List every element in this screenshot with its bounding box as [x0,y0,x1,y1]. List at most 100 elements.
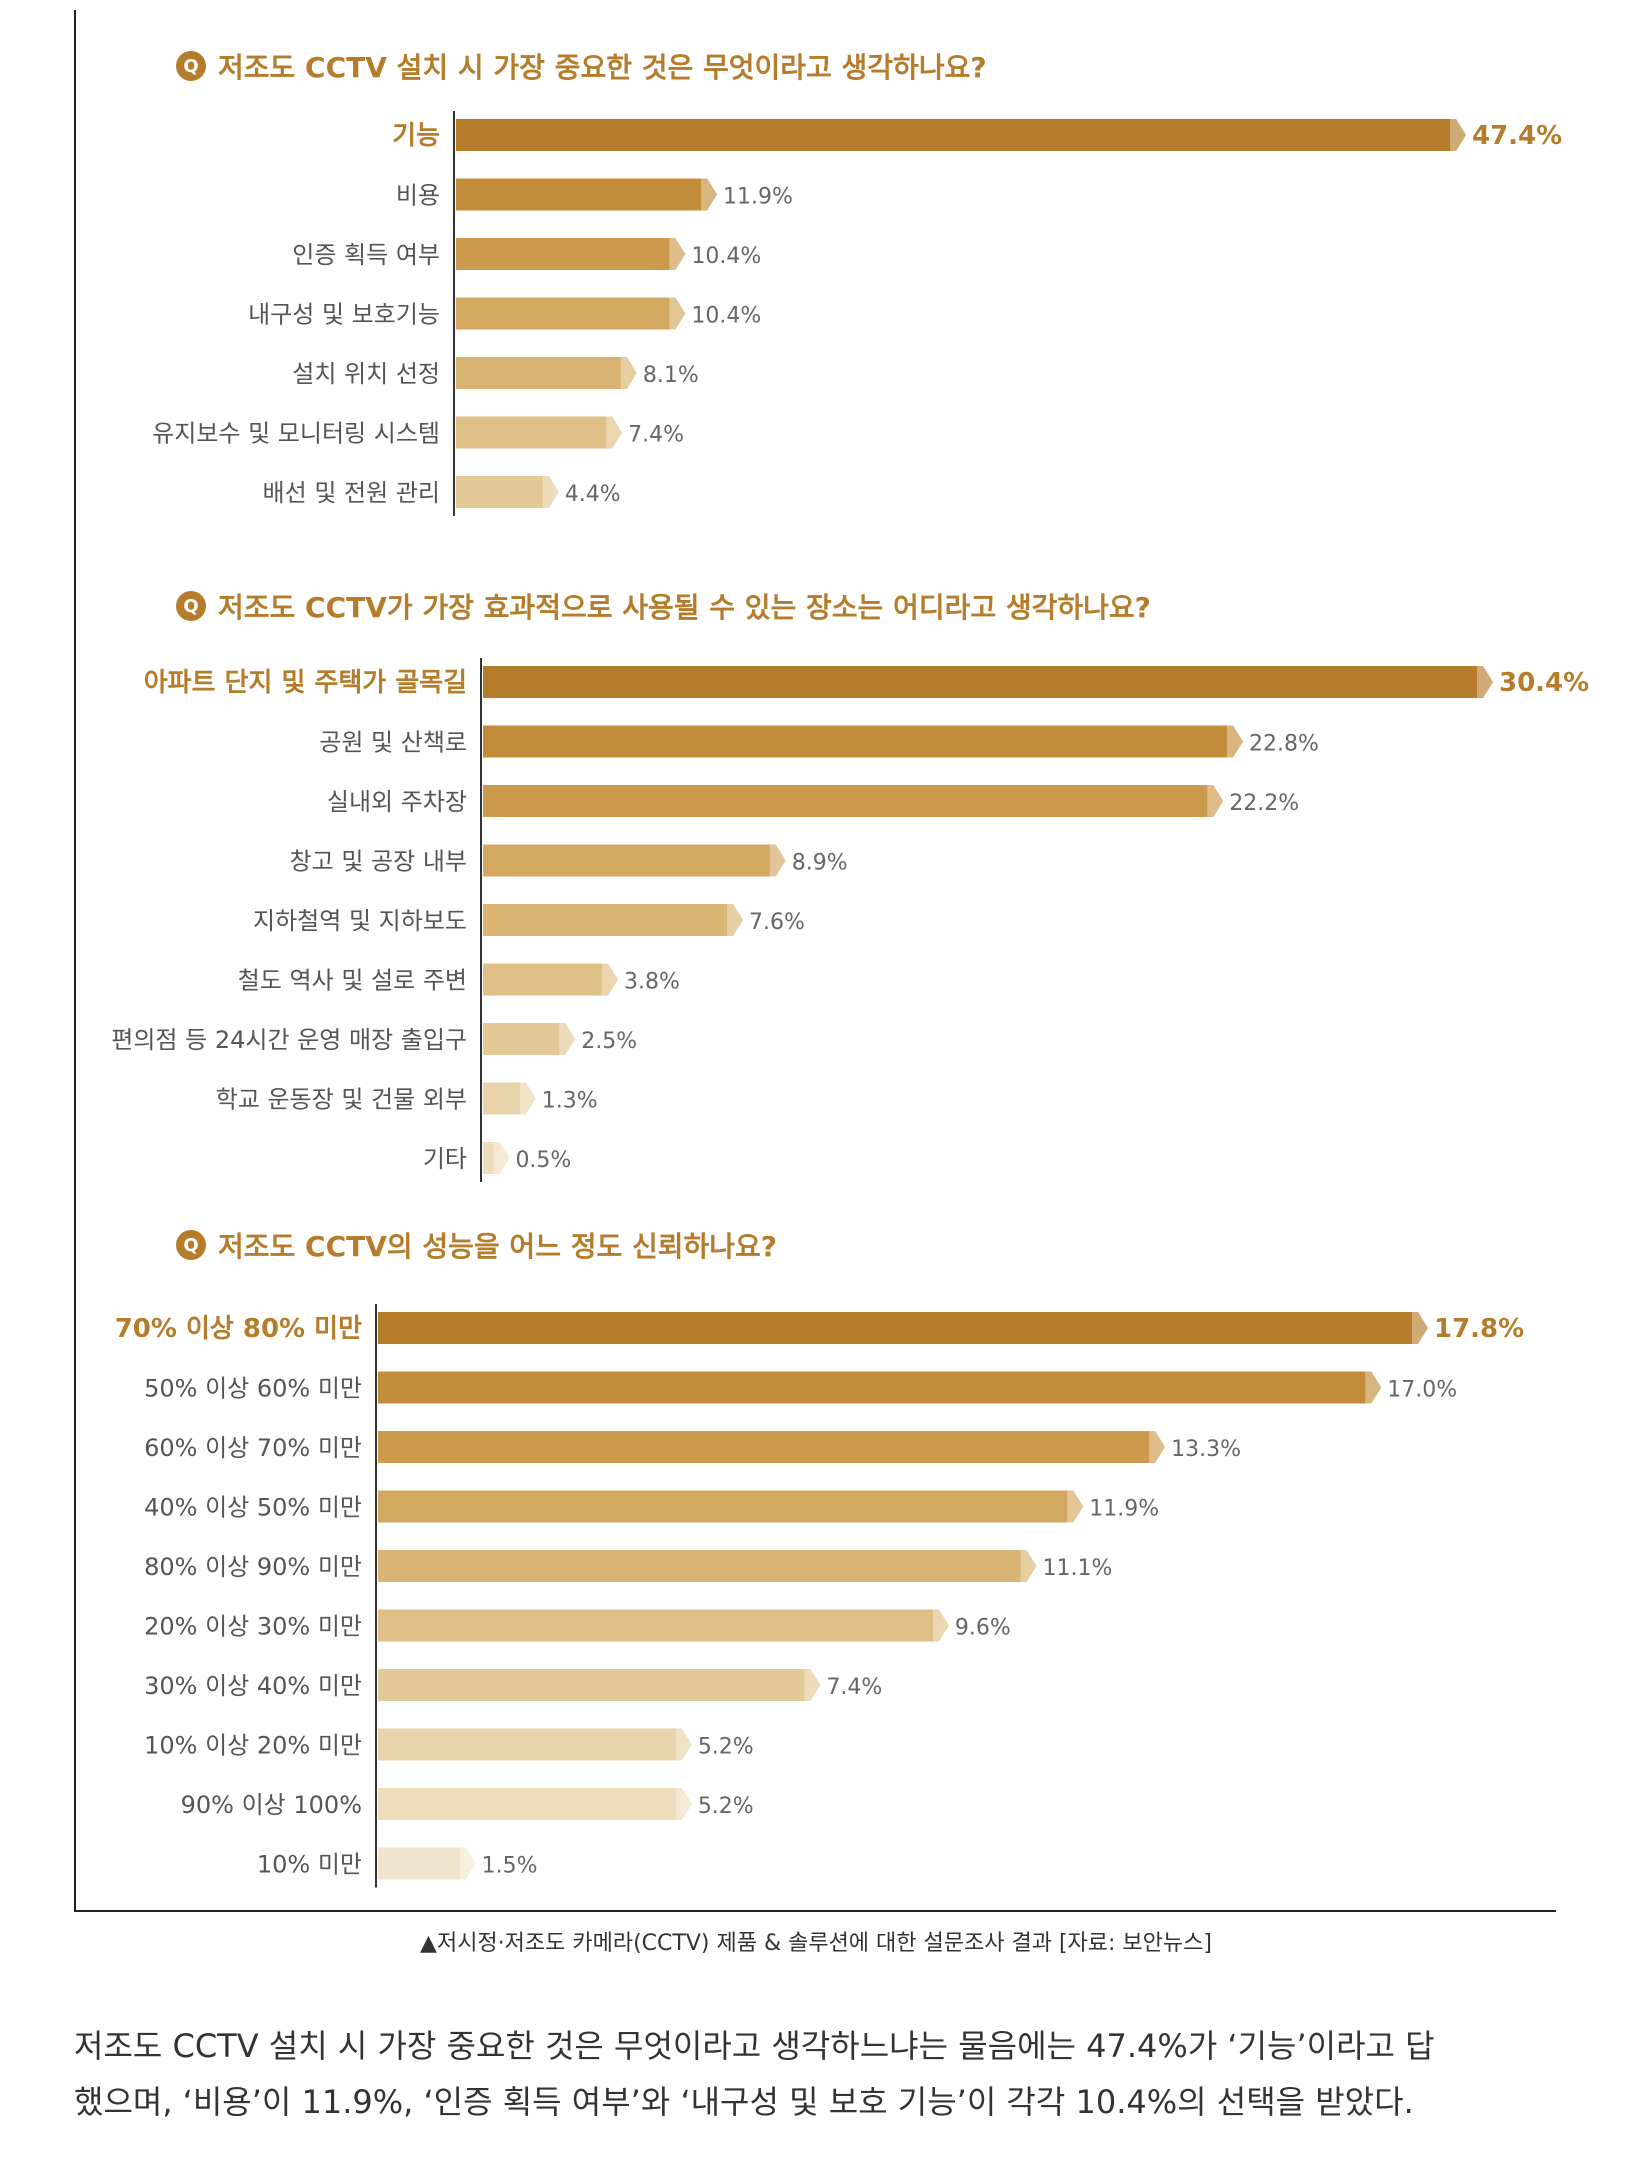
chart-1-bar [456,178,718,211]
chart-3-bar-tip [675,1728,692,1761]
chart-3-bar-tip [1149,1431,1166,1463]
chart-2-bar [483,1142,510,1174]
bar-chart-3: 70% 이상 80% 미만 17.8% 50% 이상 60% 미만 17.0% 60% … [115,1304,1524,1888]
chart-2-bar [483,904,743,936]
article-line-1: 저조도 CCTV 설치 시 가장 중요한 것은 무엇이라고 생각하느냐는 물음에… [74,2027,1435,2065]
chart-2-value-label: 1.3% [542,1089,598,1114]
chart-3-bar [378,1609,949,1642]
chart-2-bar-tip [602,963,618,996]
chart-1-bar [456,238,686,270]
chart-3-category-label: 80% 이상 90% 미만 [144,1553,362,1581]
chart-2-category-label: 학교 운동장 및 건물 외부 [216,1086,467,1114]
article-line-2: 했으며, ‘비용’이 11.9%, ‘인증 획득 여부’와 ‘내구성 및 보호 … [74,2083,1414,2121]
chart-2-bar-tip [1227,725,1243,758]
chart-1-category-label: 비용 [396,182,440,210]
chart-3-category-label: 50% 이상 60% 미만 [144,1375,362,1403]
chart-2-value-label: 8.9% [792,851,848,876]
chart-1-title-text: 저조도 CCTV 설치 시 가장 중요한 것은 무엇이라고 생각하나요? [218,51,987,84]
chart-3-value-label: 7.4% [826,1675,882,1700]
chart-2-bar-tip [493,1142,510,1174]
chart-2-bar [483,785,1224,817]
chart-1-category-label: 기능 [392,121,440,151]
chart-2-category-label: 기타 [423,1145,467,1173]
chart-2-bar-tip [1477,666,1493,698]
chart-3-value-label: 11.9% [1089,1497,1159,1522]
bar-chart-1: 기능 47.4% 비용 11.9% 인증 획득 여부 10.4% 내구성 및 보호기능 10.… [152,111,1562,516]
chart-1-value-label: 47.4% [1472,121,1562,151]
chart-1-value-label: 10.4% [691,304,761,329]
question-icon: Q [176,591,206,621]
chart-3-bar [378,1431,1166,1463]
question-icon: Q [176,51,206,81]
chart-3-category-label: 10% 이상 20% 미만 [144,1732,362,1760]
chart-3-category-label: 60% 이상 70% 미만 [144,1434,362,1462]
chart-2-value-label: 7.6% [749,910,805,935]
chart-3-value-label: 17.0% [1387,1378,1457,1403]
chart-2-title-text: 저조도 CCTV가 가장 효과적으로 사용될 수 있는 장소는 어디라고 생각하… [218,591,1151,624]
chart-2-bar-tip [559,1023,576,1055]
chart-2-value-label: 22.2% [1229,791,1299,816]
chart-1-bar-tip [669,238,686,270]
chart-3-bar [378,1669,821,1701]
chart-3-bar [378,1371,1382,1404]
chart-3-bar-tip [932,1609,949,1642]
bar-chart-2: 아파트 단지 및 주택가 골목길 30.4% 공원 및 산책로 22.8% 실내외 주차… [111,658,1589,1182]
chart-1-bar-tip [542,476,559,508]
chart-1-value-label: 7.4% [628,423,684,448]
chart-3-bar [378,1490,1084,1523]
chart-1-category-label: 인증 획득 여부 [292,241,440,269]
article-text: 저조도 CCTV 설치 시 가장 중요한 것은 무엇이라고 생각하느냐는 물음에… [74,2018,1564,2130]
chart-3-category-label: 20% 이상 30% 미만 [144,1613,362,1641]
chart-3-bar-tip [459,1847,476,1880]
chart-3-bar-tip [1020,1550,1037,1582]
chart-1-category-label: 내구성 및 보호기능 [248,301,440,329]
chart-3-value-label: 5.2% [698,1794,754,1819]
chart-2-bar [483,725,1243,758]
chart-3-bar-tip [1067,1490,1084,1523]
chart-1-bar-tip [1450,119,1466,151]
chart-2-value-label: 30.4% [1499,668,1589,698]
chart-2-bar [483,666,1493,698]
chart-3-value-label: 1.5% [482,1854,538,1879]
chart-2-bar-tip [769,844,786,877]
survey-figure: Q 저조도 CCTV 설치 시 가장 중요한 것은 무엇이라고 생각하나요? Q… [74,10,1589,1912]
chart-2-category-label: 아파트 단지 및 주택가 골목길 [144,668,467,698]
chart-3-category-label: 70% 이상 80% 미만 [115,1314,362,1344]
chart-1-bar [456,119,1466,151]
chart-3-bar-tip [1412,1312,1428,1344]
chart-2-category-label: 지하철역 및 지하보도 [253,907,467,935]
chart-2-value-label: 3.8% [624,970,680,995]
chart-1-value-label: 4.4% [565,482,621,507]
chart-1-bar-tip [620,357,637,389]
chart-1-category-label: 배선 및 전원 관리 [263,479,440,507]
figure-caption: ▲저시정·저조도 카메라(CCTV) 제품 & 솔루션에 대한 설문조사 결과 … [420,1931,1212,1956]
chart-1-bar-tip [606,416,623,449]
chart-3-bar [378,1728,692,1761]
chart-3-bar-tip [675,1788,692,1820]
chart-3-title: Q 저조도 CCTV의 성능을 어느 정도 신뢰하나요? [176,1225,777,1265]
chart-3-title-text: 저조도 CCTV의 성능을 어느 정도 신뢰하나요? [218,1230,778,1263]
chart-2-category-label: 편의점 등 24시간 운영 매장 출입구 [111,1026,467,1054]
chart-2-bar [483,844,786,877]
chart-2-bar [483,963,618,996]
chart-1-bar [456,476,559,508]
chart-1-title: Q 저조도 CCTV 설치 시 가장 중요한 것은 무엇이라고 생각하나요? [176,46,987,86]
chart-3-bar [378,1788,692,1820]
chart-1-category-label: 설치 위치 선정 [292,360,440,388]
chart-2-bar [483,1023,576,1055]
chart-3-bar-tip [1365,1371,1382,1404]
chart-1-value-label: 11.9% [723,185,793,210]
chart-3-value-label: 13.3% [1171,1437,1241,1462]
chart-3-bar [378,1312,1428,1344]
chart-3-value-label: 9.6% [955,1616,1011,1641]
chart-2-title: Q 저조도 CCTV가 가장 효과적으로 사용될 수 있는 장소는 어디라고 생… [176,586,1151,626]
chart-2-bar [483,1082,536,1115]
chart-1-value-label: 10.4% [691,244,761,269]
chart-3-category-label: 30% 이상 40% 미만 [144,1672,362,1700]
chart-2-bar-tip [727,904,743,936]
chart-1-bar-tip [669,297,686,330]
chart-3-value-label: 5.2% [698,1735,754,1760]
chart-3-category-label: 40% 이상 50% 미만 [144,1494,362,1522]
chart-2-bar-tip [519,1082,536,1115]
chart-2-category-label: 창고 및 공장 내부 [290,848,467,876]
